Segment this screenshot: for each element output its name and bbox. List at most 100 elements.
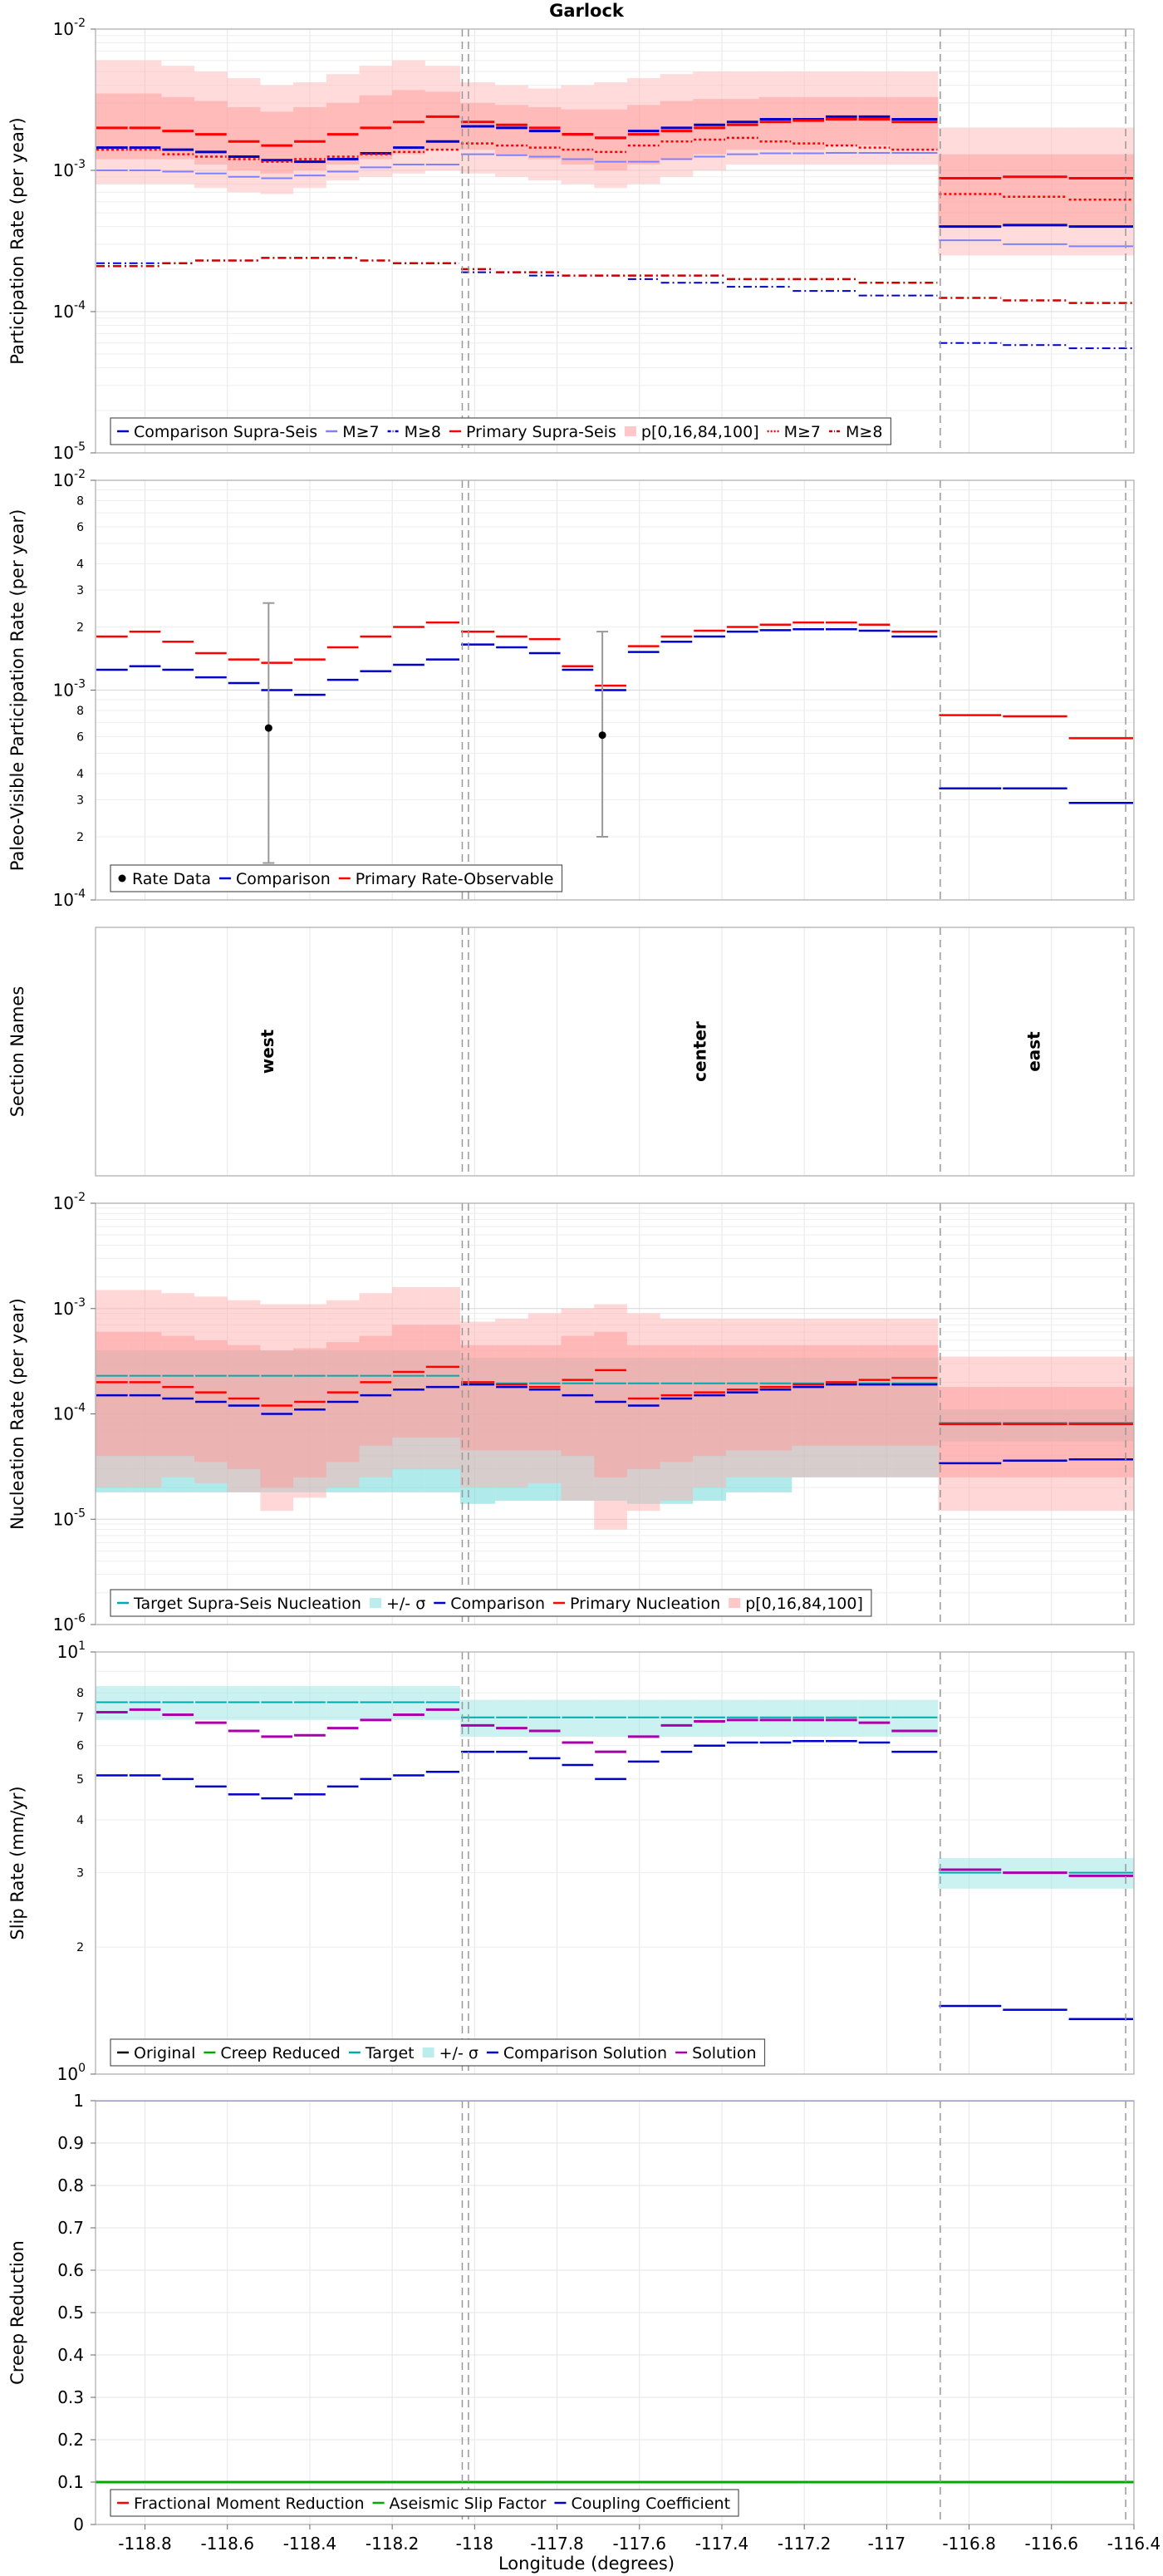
x-tick-label: -116.8: [942, 2534, 995, 2554]
legend-label: Comparison: [450, 1595, 545, 1613]
band-p16-84-segment: [424, 91, 460, 150]
band-p16-84-segment: [459, 1345, 496, 1451]
band-p16-84-segment: [1002, 1387, 1068, 1477]
y-tick-label: 10-4: [53, 299, 86, 322]
y-axis-label: Participation Rate (per year): [7, 117, 27, 364]
band-sigma-segment: [660, 1699, 694, 1737]
legend: Fractional Moment Reduction Aseismic Slip…: [110, 2489, 739, 2517]
band-p16-84-segment: [161, 1335, 195, 1456]
y-tick-exponent: -3: [74, 678, 86, 691]
band-sigma-segment: [857, 1699, 891, 1737]
band-p16-84-segment: [660, 1345, 694, 1463]
band-sigma-segment: [561, 1699, 595, 1737]
band-p16-84-segment: [891, 96, 939, 150]
legend-swatch: [422, 2048, 434, 2057]
y-tick-base: 10: [53, 890, 74, 910]
band-sigma-segment: [626, 1699, 660, 1737]
band-p16-84-segment: [359, 1335, 393, 1446]
y-tick-label: 10-5: [53, 440, 86, 463]
legend-label: Target: [365, 2044, 415, 2062]
y-tick-label: 0: [73, 2515, 84, 2534]
y-tick-label: 0.3: [57, 2387, 84, 2407]
y-tick-base: 10: [53, 470, 74, 490]
legend-label: Comparison: [236, 870, 331, 888]
band-p16-84-segment: [495, 105, 528, 155]
y-tick-label: 10-2: [53, 17, 86, 39]
band-p16-84-segment: [260, 1350, 294, 1488]
y-tick-exponent: -4: [74, 1402, 86, 1415]
legend-label: Comparison Supra-Seis: [134, 423, 317, 441]
band-p16-84-segment: [725, 1345, 759, 1451]
legend-box: [110, 2489, 739, 2517]
x-tick-label: -116.4: [1107, 2534, 1161, 2554]
legend-label: M≥8: [846, 423, 882, 441]
plot-area: [96, 1286, 1134, 1530]
band-sigma-segment: [725, 1699, 759, 1737]
y-minor-tick-label: 2: [76, 831, 84, 844]
band-p16-84-segment: [1002, 154, 1068, 227]
rate-data-point: [264, 724, 272, 732]
y-tick-label: 0.9: [57, 2133, 84, 2153]
y-tick-exponent: -5: [74, 1507, 86, 1520]
band-sigma-segment: [459, 1699, 496, 1737]
x-tick-label: -117.8: [530, 2534, 583, 2554]
y-tick-exponent: -5: [74, 440, 86, 454]
y-tick-base: 10: [53, 1509, 74, 1529]
figure-title: Garlock: [549, 1, 625, 21]
legend-swatch: [624, 426, 636, 436]
legend-label: Solution: [692, 2044, 756, 2062]
x-tick-label: -118: [456, 2534, 493, 2554]
plot-background: [96, 927, 1134, 1176]
band-p16-84-segment: [227, 106, 261, 170]
y-tick-label: 101: [57, 1639, 86, 1662]
band-p16-84-segment: [392, 1325, 425, 1438]
band-p16-84-segment: [824, 96, 858, 146]
band-p16-84-segment: [293, 1348, 326, 1477]
y-minor-tick-label: 6: [76, 521, 84, 534]
section-name: east: [1023, 1031, 1043, 1072]
legend-swatch: [369, 1598, 381, 1608]
band-sigma-segment: [792, 1699, 825, 1737]
band-p16-84-segment: [528, 106, 562, 160]
y-tick-base: 10: [57, 1642, 78, 1662]
x-tick-label: -117.2: [778, 2534, 831, 2554]
plot-area: [96, 2101, 1134, 2484]
y-tick-exponent: -2: [74, 468, 86, 481]
y-tick-base: 10: [53, 19, 74, 39]
y-tick-label: 10-3: [53, 678, 86, 701]
y-tick-label: 0.7: [57, 2218, 84, 2238]
y-minor-tick-label: 8: [76, 494, 84, 508]
plot-area: [96, 60, 1134, 350]
rate-data-point: [598, 731, 606, 740]
y-minor-tick-label: 3: [76, 1867, 84, 1880]
x-tick-label: -118.6: [200, 2534, 253, 2554]
y-tick-label: 1: [73, 2091, 84, 2111]
y-minor-tick-label: 8: [76, 705, 84, 718]
y-tick-label: 10-3: [53, 158, 86, 180]
y-tick-label: 0.4: [57, 2345, 84, 2365]
y-minor-tick-label: 7: [76, 1712, 84, 1725]
band-p16-84-segment: [1067, 154, 1134, 227]
band-p16-84-segment: [128, 1331, 162, 1456]
y-tick-base: 10: [53, 160, 74, 180]
x-tick-label: -118.8: [118, 2534, 171, 2554]
y-tick-label: 10-3: [53, 1296, 86, 1319]
legend-box: [110, 2038, 766, 2067]
legend-box: [110, 417, 892, 445]
y-tick-base: 10: [57, 2064, 78, 2084]
band-p16-84-segment: [626, 1345, 660, 1469]
y-minor-tick-label: 4: [76, 1814, 84, 1827]
band-p16-84-segment: [594, 109, 627, 170]
legend-label: Aseismic Slip Factor: [390, 2495, 547, 2513]
y-tick-label: 0.6: [57, 2260, 84, 2280]
band-p16-84-segment: [824, 1345, 858, 1446]
y-minor-tick-label: 2: [76, 621, 84, 634]
legend: Comparison Supra-Seis M≥7 M≥8 Primary Supra…: [110, 417, 892, 445]
panel-creep: 0 0.1 0.2 0.3 0.4 0.5 0.6 0.7 0.8 0.9 1 Creep Reduc…: [7, 2091, 1135, 2534]
y-tick-base: 10: [53, 1299, 74, 1319]
band-p16-84-segment: [938, 154, 1003, 227]
band-p16-84-segment: [792, 96, 825, 150]
y-tick-base: 10: [53, 681, 74, 701]
